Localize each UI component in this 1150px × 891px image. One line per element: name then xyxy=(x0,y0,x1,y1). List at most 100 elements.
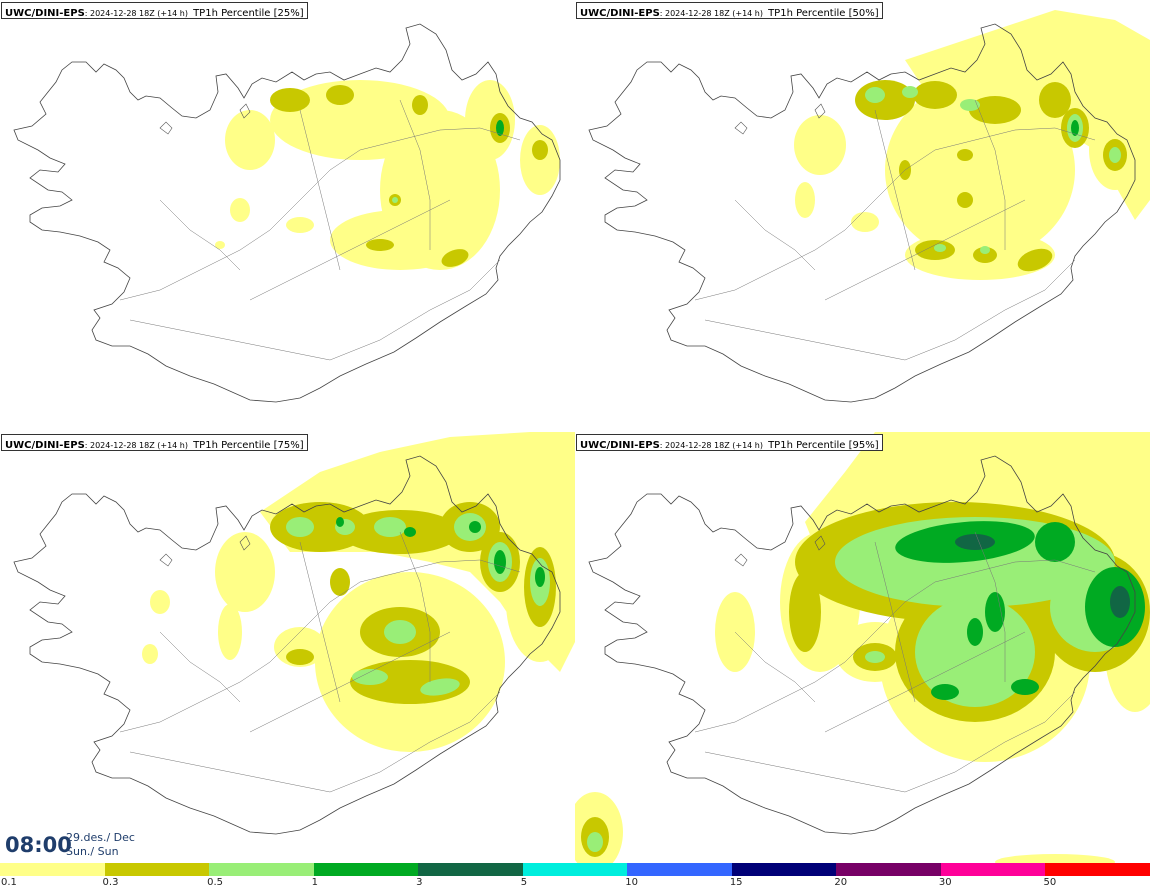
road-line xyxy=(399,99,431,250)
colorbar-tick-label: 15 xyxy=(729,877,743,888)
lake-outline xyxy=(159,553,173,567)
road-line xyxy=(974,99,1006,250)
precip-blob xyxy=(535,567,545,587)
precip-blob xyxy=(420,678,460,696)
precip-blob xyxy=(330,210,470,270)
precip-blob xyxy=(215,532,275,612)
road-line xyxy=(129,691,501,793)
precip-blob xyxy=(142,644,158,664)
coastline xyxy=(13,23,561,403)
precip-blob xyxy=(215,241,225,249)
precip-blob xyxy=(286,217,314,233)
precip-map xyxy=(13,23,561,403)
valid-date: 29.des./ Dec Sun./ Sun xyxy=(66,831,135,859)
panel-title: UWC/DINI-EPS: 2024-12-28 18Z (+14 h) TP1… xyxy=(1,2,308,19)
valid-date-line: 29.des./ Dec xyxy=(66,831,135,844)
precip-blob xyxy=(392,197,398,203)
valid-time-box: 08:00 29.des./ Dec Sun./ Sun xyxy=(0,826,138,862)
colorbar-segment xyxy=(627,863,732,876)
colorbar-tick-label: 0.3 xyxy=(102,877,119,888)
precip-blob xyxy=(1039,82,1071,118)
road-line xyxy=(249,631,451,733)
panel-title: UWC/DINI-EPS: 2024-12-28 18Z (+14 h) TP1… xyxy=(576,434,883,451)
precip-blob xyxy=(1109,147,1121,163)
colorbar-labels: 0.1 0.3 0.5 1 3 5 10 15 20 30 50 xyxy=(0,877,1150,891)
precip-blob xyxy=(794,115,846,175)
precip-blob xyxy=(587,832,603,852)
precip-blob xyxy=(1035,522,1075,562)
road-line xyxy=(399,531,431,682)
precip-blob xyxy=(865,87,885,103)
precip-blob xyxy=(902,86,918,98)
colorbar-segment xyxy=(418,863,523,876)
model-source: UWC/DINI-EPS xyxy=(5,8,85,19)
valid-time-clock: 08:00 xyxy=(5,833,72,857)
map-panel-p25: UWC/DINI-EPS: 2024-12-28 18Z (+14 h) TP1… xyxy=(0,0,575,431)
precip-blob xyxy=(995,854,1115,863)
model-source: UWC/DINI-EPS xyxy=(5,440,85,451)
colorbar-tick-label: 0.5 xyxy=(207,877,223,888)
colorbar-segment xyxy=(104,863,210,876)
precip-blob xyxy=(532,140,548,160)
precip-blob xyxy=(230,198,250,222)
precip-blob xyxy=(913,81,957,109)
precip-blob xyxy=(955,534,995,550)
road-line xyxy=(874,109,916,271)
panel-title: UWC/DINI-EPS: 2024-12-28 18Z (+14 h) TP1… xyxy=(1,434,308,451)
lake-outline xyxy=(734,121,748,135)
colorbar-tick-label: 20 xyxy=(834,877,848,888)
precip-blob xyxy=(225,110,275,170)
precip-blob xyxy=(404,527,416,537)
precip-blob xyxy=(934,244,946,252)
precip-blob xyxy=(985,592,1005,632)
precip-blob xyxy=(851,212,879,232)
precip-colorbar xyxy=(0,863,1150,876)
road-line xyxy=(734,631,816,703)
road-line xyxy=(694,127,1096,301)
lake-outline xyxy=(239,535,251,551)
road-line xyxy=(704,691,1076,793)
road-line xyxy=(249,199,451,301)
map-base xyxy=(13,23,561,403)
map-base xyxy=(13,455,561,835)
precip-blob xyxy=(1017,248,1053,272)
field-name: TP1h Percentile [95%] xyxy=(768,440,879,451)
colorbar-tick-label: 50 xyxy=(1043,877,1057,888)
colorbar-tick-label: 5 xyxy=(520,877,528,888)
precip-blob xyxy=(865,651,885,663)
lake-outline xyxy=(814,103,826,119)
precip-blob xyxy=(957,149,973,161)
panel-title: UWC/DINI-EPS: 2024-12-28 18Z (+14 h) TP1… xyxy=(576,2,883,19)
precip-blob xyxy=(330,568,350,596)
road-line xyxy=(159,631,241,703)
precip-blob xyxy=(469,521,481,533)
map-base xyxy=(588,23,1136,403)
run-time: : 2024-12-28 18Z (+14 h) xyxy=(659,9,763,18)
precip-blob xyxy=(885,80,1075,260)
colorbar-segment xyxy=(313,863,419,876)
precip-blob xyxy=(441,249,469,267)
lake-outline xyxy=(734,553,748,567)
road-line xyxy=(734,199,816,271)
precip-blob xyxy=(150,590,170,614)
road-line xyxy=(119,559,521,733)
coastline xyxy=(13,455,561,835)
colorbar-segment xyxy=(940,863,1046,876)
road-line xyxy=(704,259,1076,361)
model-source: UWC/DINI-EPS xyxy=(580,440,660,451)
road-line xyxy=(159,199,241,271)
road-line xyxy=(824,631,1026,733)
precip-blob xyxy=(496,120,504,136)
lake-outline xyxy=(239,103,251,119)
colorbar-segment xyxy=(731,863,837,876)
colorbar-tick-label: 30 xyxy=(938,877,952,888)
precip-blob xyxy=(270,80,450,160)
map-panel-p95: UWC/DINI-EPS: 2024-12-28 18Z (+14 h) TP1… xyxy=(575,432,1150,863)
precip-blob xyxy=(795,182,815,218)
map-panel-p75: UWC/DINI-EPS: 2024-12-28 18Z (+14 h) TP1… xyxy=(0,432,575,863)
colorbar-segment xyxy=(0,863,105,876)
road-line xyxy=(974,531,1006,682)
model-source: UWC/DINI-EPS xyxy=(580,8,660,19)
road-line xyxy=(119,127,521,301)
precip-blob xyxy=(286,517,314,537)
